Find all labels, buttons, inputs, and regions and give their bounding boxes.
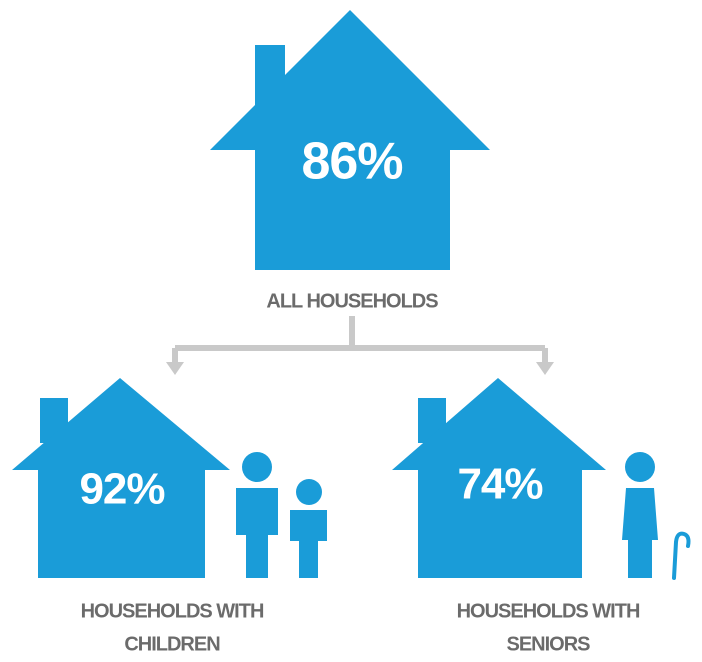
- seniors-value: 74%: [457, 460, 542, 509]
- top-value: 86%: [301, 133, 402, 191]
- house-seniors: 74%: [392, 378, 606, 578]
- house-shape: [210, 10, 490, 270]
- icon-senior: [622, 452, 691, 580]
- senior-head: [625, 452, 655, 482]
- house-shape: [12, 378, 230, 578]
- seniors-label: HOUSEHOLDS WITH: [457, 600, 640, 622]
- child-body: [290, 510, 327, 578]
- adult-body: [236, 488, 278, 578]
- house-shape: [392, 378, 606, 578]
- cane: [672, 531, 691, 580]
- house-top: 86%: [210, 10, 490, 270]
- child-head: [296, 479, 322, 505]
- children-label: HOUSEHOLDS WITH: [81, 600, 264, 622]
- senior-body: [622, 488, 658, 578]
- arrow-right: [536, 362, 554, 375]
- house-children: 92%: [12, 378, 230, 578]
- adult-head: [242, 452, 272, 482]
- children-value: 92%: [79, 465, 164, 514]
- connector-lines: [172, 316, 548, 364]
- connector: [166, 316, 554, 375]
- icon-family: [236, 452, 327, 578]
- arrow-left: [166, 362, 184, 375]
- top-label: ALL HOUSEHOLDS: [266, 290, 438, 312]
- seniors-label: SENIORS: [506, 633, 590, 655]
- children-label: CHILDREN: [124, 633, 220, 655]
